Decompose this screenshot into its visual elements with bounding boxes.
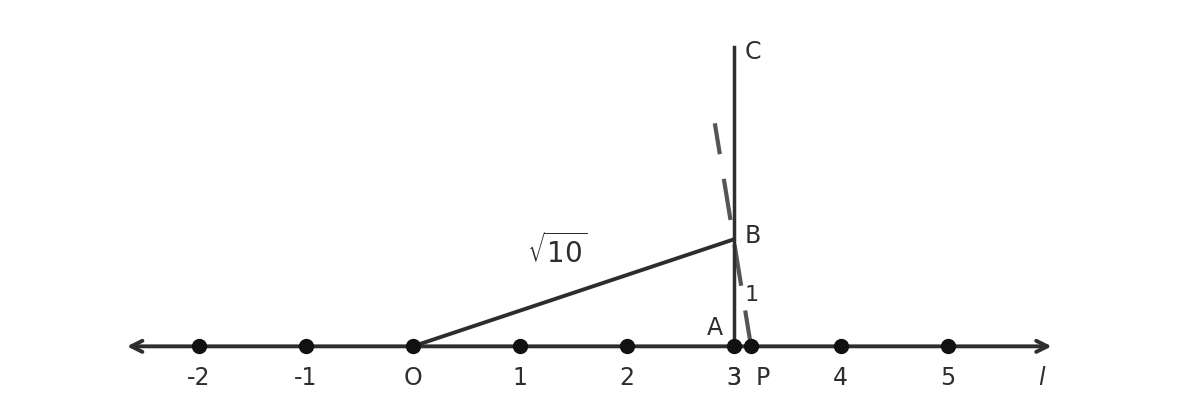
Point bbox=[190, 343, 209, 350]
Point bbox=[830, 343, 850, 350]
Point bbox=[938, 343, 958, 350]
Text: 1: 1 bbox=[512, 365, 527, 390]
Text: 3: 3 bbox=[726, 365, 742, 390]
Text: 1: 1 bbox=[744, 285, 758, 305]
Text: B: B bbox=[744, 224, 761, 248]
Text: -2: -2 bbox=[187, 365, 211, 390]
Point bbox=[403, 343, 422, 350]
Text: 2: 2 bbox=[619, 365, 635, 390]
Point bbox=[296, 343, 316, 350]
Text: 5: 5 bbox=[940, 365, 955, 390]
Text: P: P bbox=[755, 365, 769, 390]
Text: -1: -1 bbox=[294, 365, 318, 390]
Text: O: O bbox=[403, 365, 422, 390]
Text: l: l bbox=[1038, 365, 1045, 390]
Text: C: C bbox=[744, 40, 761, 64]
Point bbox=[724, 343, 743, 350]
Point bbox=[617, 343, 636, 350]
Text: 3: 3 bbox=[726, 365, 742, 390]
Point bbox=[742, 343, 761, 350]
Text: $\sqrt{10}$: $\sqrt{10}$ bbox=[527, 234, 588, 269]
Text: A: A bbox=[707, 316, 722, 340]
Text: 4: 4 bbox=[833, 365, 848, 390]
Point bbox=[510, 343, 529, 350]
